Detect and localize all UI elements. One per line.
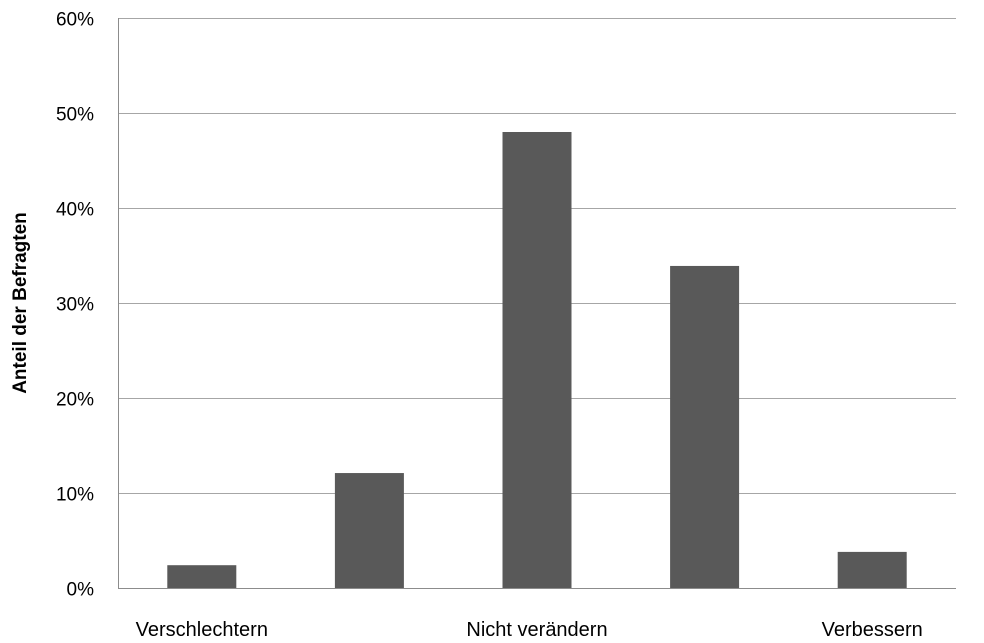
x-category-label: Nicht verändern	[466, 619, 607, 641]
bar	[334, 473, 404, 588]
bar	[502, 132, 572, 588]
bar	[670, 265, 740, 588]
y-tick-label: 0%	[67, 580, 95, 601]
y-tick-label: 40%	[56, 200, 94, 221]
labels: 0% 10% 20% 30% 40% 50% 60% Verschlechtern Nicht …	[56, 10, 923, 642]
y-tick-label: 20%	[56, 390, 94, 411]
y-tick-label: 50%	[56, 105, 94, 126]
bars	[167, 132, 907, 588]
x-category-label: Verschlechtern	[136, 619, 268, 641]
bar	[167, 565, 237, 588]
y-axis-title: Anteil der Befragten	[10, 212, 31, 394]
y-tick-label: 10%	[56, 485, 94, 506]
x-category-label: Verbessern	[822, 619, 923, 641]
bar	[837, 551, 907, 588]
y-tick-label: 30%	[56, 295, 94, 316]
y-tick-label: 60%	[56, 10, 94, 31]
axes	[118, 18, 956, 589]
